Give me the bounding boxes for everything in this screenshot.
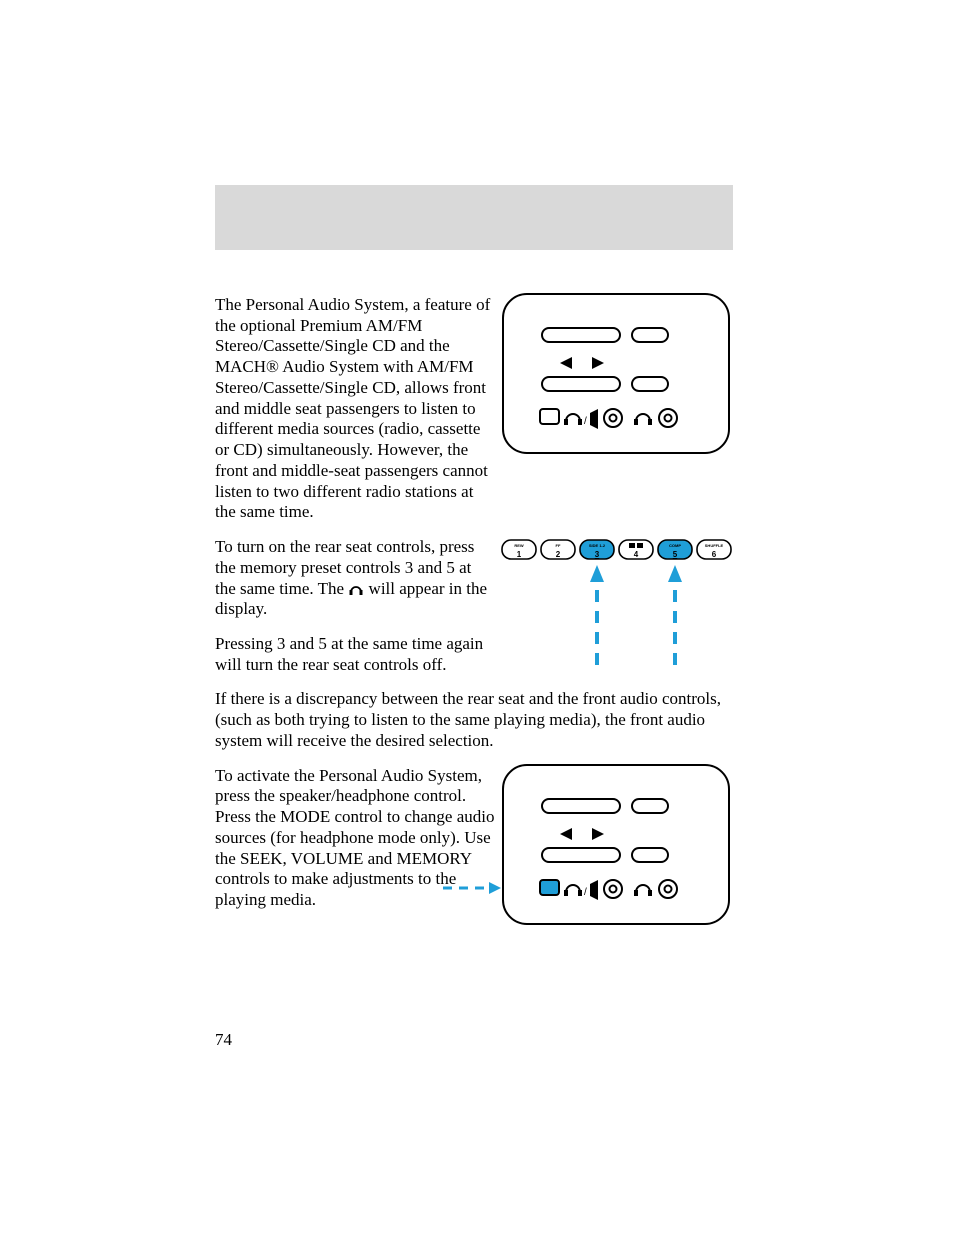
preset-button-3: SIDE 1-2 3 (580, 540, 614, 559)
headphone-icon (348, 580, 364, 596)
preset-button-4: 4 (619, 540, 653, 559)
preset-button-5: COMP 5 (658, 540, 692, 559)
svg-text:SHUFFLE: SHUFFLE (705, 543, 724, 548)
speaker-headphone-button-icon (540, 880, 559, 895)
svg-text:/: / (584, 887, 587, 898)
svg-text:1: 1 (517, 550, 522, 559)
preset-button-6: SHUFFLE 6 (697, 540, 731, 559)
svg-text:REW: REW (514, 543, 524, 548)
paragraph-1: The Personal Audio System, a feature of … (215, 295, 495, 523)
rear-control-panel-figure: / (500, 291, 732, 456)
svg-text:3: 3 (595, 550, 600, 559)
svg-text:/: / (584, 416, 587, 427)
body-text: The Personal Audio System, a feature of … (215, 185, 824, 911)
svg-text:5: 5 (673, 550, 678, 559)
svg-text:6: 6 (712, 550, 717, 559)
manual-page: The Personal Audio System, a feature of … (0, 0, 954, 1235)
preset-button-2: FF 2 (541, 540, 575, 559)
svg-text:4: 4 (634, 550, 639, 559)
paragraph-3: Pressing 3 and 5 at the same time again … (215, 634, 495, 675)
svg-text:2: 2 (556, 550, 561, 559)
page-number: 74 (215, 1030, 232, 1050)
svg-text:FF: FF (556, 543, 561, 548)
svg-text:COMP: COMP (669, 543, 681, 548)
paragraph-4: If there is a discrepancy between the re… (215, 689, 735, 751)
preset-button-1: REW 1 (502, 540, 536, 559)
rear-control-panel-figure-active: / (443, 762, 733, 927)
paragraph-2: To turn on the rear seat controls, press… (215, 537, 495, 620)
svg-text:SIDE 1-2: SIDE 1-2 (589, 543, 606, 548)
preset-buttons-figure: REW 1 FF 2 SIDE 1-2 3 4 COMP 5 SHUFFLE 6 (500, 537, 735, 677)
